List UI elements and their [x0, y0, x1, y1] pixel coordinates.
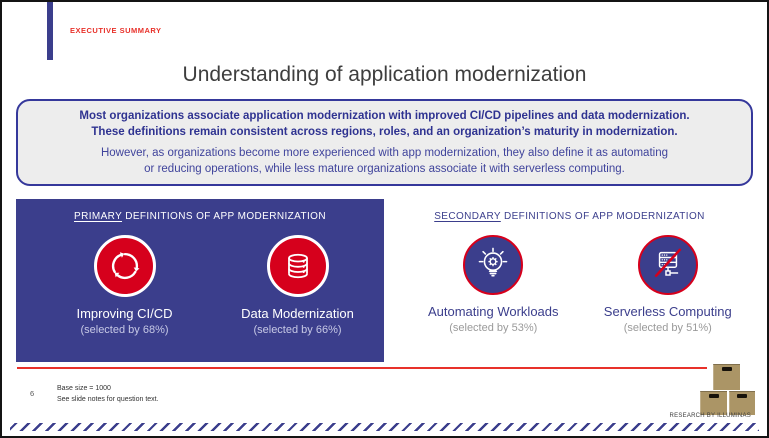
- item-label: Data Modernization: [241, 306, 354, 321]
- secondary-heading-rest: DEFINITIONS OF APP MODERNIZATION: [500, 211, 705, 222]
- intro-box: Most organizations associate application…: [16, 99, 753, 186]
- red-divider-line: [17, 367, 707, 369]
- icon-badge: [463, 235, 524, 295]
- item-sub: (selected by 66%): [253, 324, 342, 336]
- footnote-line: Base size = 1000: [57, 385, 111, 392]
- cardboard-box-icon: [700, 391, 727, 415]
- primary-definitions-panel: PRIMARY DEFINITIONS OF APP MODERNIZATION: [16, 199, 384, 362]
- no-server-icon: [654, 248, 681, 277]
- item-sub: (selected by 68%): [80, 324, 169, 336]
- secondary-heading-underlined-word: SECONDARY: [434, 211, 501, 222]
- footnote-line: See slide notes for question text.: [57, 395, 159, 403]
- box-handle: [708, 394, 719, 398]
- intro-bold-line: Most organizations associate application…: [79, 109, 690, 122]
- item-label: Improving CI/CD: [76, 306, 173, 321]
- footnote: Base size = 1000 See slide notes for que…: [57, 384, 159, 406]
- hatch-border-decoration: [10, 423, 759, 431]
- box-handle: [721, 367, 732, 371]
- intro-bold-line: These definitions remain consistent acro…: [91, 125, 678, 138]
- intro-regular-line: However, as organizations become more ex…: [100, 147, 668, 159]
- definition-item-improving-cicd: Improving CI/CD (selected by 68%): [38, 235, 211, 336]
- definition-item-serverless-computing: Serverless Computing (selected by 51%): [581, 235, 756, 334]
- item-label: Automating Workloads: [427, 304, 559, 319]
- cycle-arrows-icon: [105, 249, 141, 285]
- definition-item-automating-workloads: Automating Workloads (selected by 53%): [406, 235, 581, 334]
- accent-bar: [47, 2, 53, 60]
- brand-label: RESEARCH BY ILLUMINAS: [669, 413, 751, 419]
- item-sub: (selected by 51%): [623, 322, 712, 334]
- lightbulb-gear-icon: [478, 247, 508, 277]
- icon-badge: [637, 235, 698, 295]
- page-number: 6: [30, 389, 35, 398]
- item-label: Serverless Computing: [603, 304, 732, 319]
- cardboard-box-icon: [729, 391, 755, 415]
- icon-badge: [93, 235, 156, 297]
- primary-heading: PRIMARY DEFINITIONS OF APP MODERNIZATION: [16, 211, 384, 222]
- secondary-definitions-panel: SECONDARY DEFINITIONS OF APP MODERNIZATI…: [384, 199, 755, 362]
- box-handle: [737, 394, 747, 398]
- database-icon: [287, 253, 308, 279]
- primary-heading-underlined-word: PRIMARY: [74, 211, 123, 222]
- eyebrow-label: EXECUTIVE SUMMARY: [70, 26, 162, 35]
- page-title: Understanding of application modernizati…: [182, 63, 587, 86]
- secondary-heading: SECONDARY DEFINITIONS OF APP MODERNIZATI…: [384, 211, 755, 222]
- definition-item-data-modernization: Data Modernization (selected by 66%): [211, 235, 384, 336]
- primary-heading-rest: DEFINITIONS OF APP MODERNIZATION: [122, 211, 326, 222]
- intro-regular-line: or reducing operations, while less matur…: [144, 163, 625, 176]
- icon-badge: [266, 235, 329, 297]
- item-sub: (selected by 53%): [449, 322, 538, 334]
- cardboard-box-icon: [713, 364, 740, 390]
